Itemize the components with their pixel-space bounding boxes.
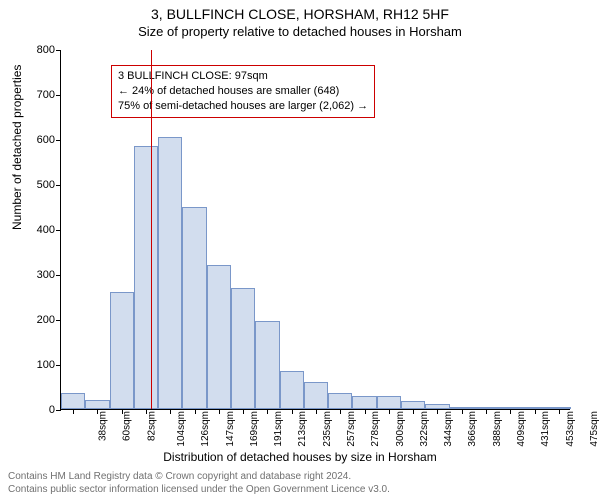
y-tick-mark [56,50,61,51]
x-tick-label: 60sqm [122,411,133,441]
x-tick-mark [146,409,147,414]
x-tick-mark [437,409,438,414]
y-tick-mark [56,365,61,366]
y-tick-mark [56,275,61,276]
x-tick-label: 126sqm [200,411,211,447]
histogram-bar [304,382,328,409]
y-tick-mark [56,230,61,231]
x-tick-mark [316,409,317,414]
x-tick-mark [510,409,511,414]
histogram-bar [328,393,352,409]
histogram-bar [134,146,158,409]
x-tick-mark [292,409,293,414]
x-tick-label: 235sqm [322,411,333,447]
chart-subtitle: Size of property relative to detached ho… [0,22,600,39]
y-tick-mark [56,185,61,186]
y-tick-label: 800 [37,44,55,56]
x-tick-mark [73,409,74,414]
x-tick-label: 475sqm [589,411,600,447]
histogram-bar [352,396,376,410]
y-tick-label: 600 [37,134,55,146]
histogram-bar [158,137,182,409]
x-tick-label: 191sqm [273,411,284,447]
y-tick-mark [56,95,61,96]
x-tick-label: 278sqm [370,411,381,447]
x-tick-label: 257sqm [346,411,357,447]
x-tick-mark [340,409,341,414]
x-tick-mark [267,409,268,414]
y-tick-label: 100 [37,359,55,371]
x-tick-label: 104sqm [176,411,187,447]
y-tick-label: 700 [37,89,55,101]
histogram-bar [280,371,304,409]
x-tick-label: 169sqm [249,411,260,447]
chart-title: 3, BULLFINCH CLOSE, HORSHAM, RH12 5HF [0,0,600,22]
histogram-bar [61,393,85,409]
x-tick-label: 366sqm [468,411,479,447]
plot-area: 3 BULLFINCH CLOSE: 97sqm ← 24% of detach… [60,50,570,410]
y-tick-mark [56,140,61,141]
footer-line-2: Contains public sector information licen… [8,483,592,496]
info-line-1: 3 BULLFINCH CLOSE: 97sqm [118,69,368,84]
histogram-bar [207,265,231,409]
x-tick-mark [170,409,171,414]
x-tick-mark [389,409,390,414]
x-tick-mark [122,409,123,414]
x-axis-label: Distribution of detached houses by size … [0,450,600,464]
x-tick-label: 409sqm [516,411,527,447]
x-tick-label: 322sqm [419,411,430,447]
x-tick-mark [486,409,487,414]
marker-line [151,50,152,409]
x-tick-mark [195,409,196,414]
x-tick-mark [413,409,414,414]
x-tick-label: 300sqm [395,411,406,447]
histogram-bar [85,400,109,409]
x-tick-mark [97,409,98,414]
x-tick-mark [462,409,463,414]
y-tick-label: 200 [37,314,55,326]
y-axis-label: Number of detached properties [10,65,24,230]
x-tick-label: 82sqm [146,411,157,441]
x-tick-mark [365,409,366,414]
info-line-3: 75% of semi-detached houses are larger (… [118,99,368,114]
histogram-bar [110,292,134,409]
y-tick-label: 400 [37,224,55,236]
y-tick-label: 300 [37,269,55,281]
histogram-bar [231,288,255,410]
y-tick-mark [56,410,61,411]
footer-attribution: Contains HM Land Registry data © Crown c… [8,470,592,496]
footer-line-1: Contains HM Land Registry data © Crown c… [8,470,592,483]
x-tick-mark [559,409,560,414]
x-tick-mark [535,409,536,414]
chart-container: 3, BULLFINCH CLOSE, HORSHAM, RH12 5HF Si… [0,0,600,500]
histogram-bar [401,401,425,409]
x-tick-label: 431sqm [540,411,551,447]
x-tick-mark [219,409,220,414]
x-tick-label: 213sqm [298,411,309,447]
info-line-2: ← 24% of detached houses are smaller (64… [118,84,368,99]
x-tick-label: 453sqm [565,411,576,447]
y-tick-label: 0 [49,404,55,416]
y-tick-label: 500 [37,179,55,191]
x-tick-label: 38sqm [98,411,109,441]
histogram-bar [255,321,279,409]
x-tick-label: 344sqm [443,411,454,447]
x-tick-mark [243,409,244,414]
histogram-bar [377,396,401,410]
y-tick-mark [56,320,61,321]
histogram-bar [182,207,206,410]
x-tick-label: 147sqm [225,411,236,447]
x-tick-label: 388sqm [492,411,503,447]
